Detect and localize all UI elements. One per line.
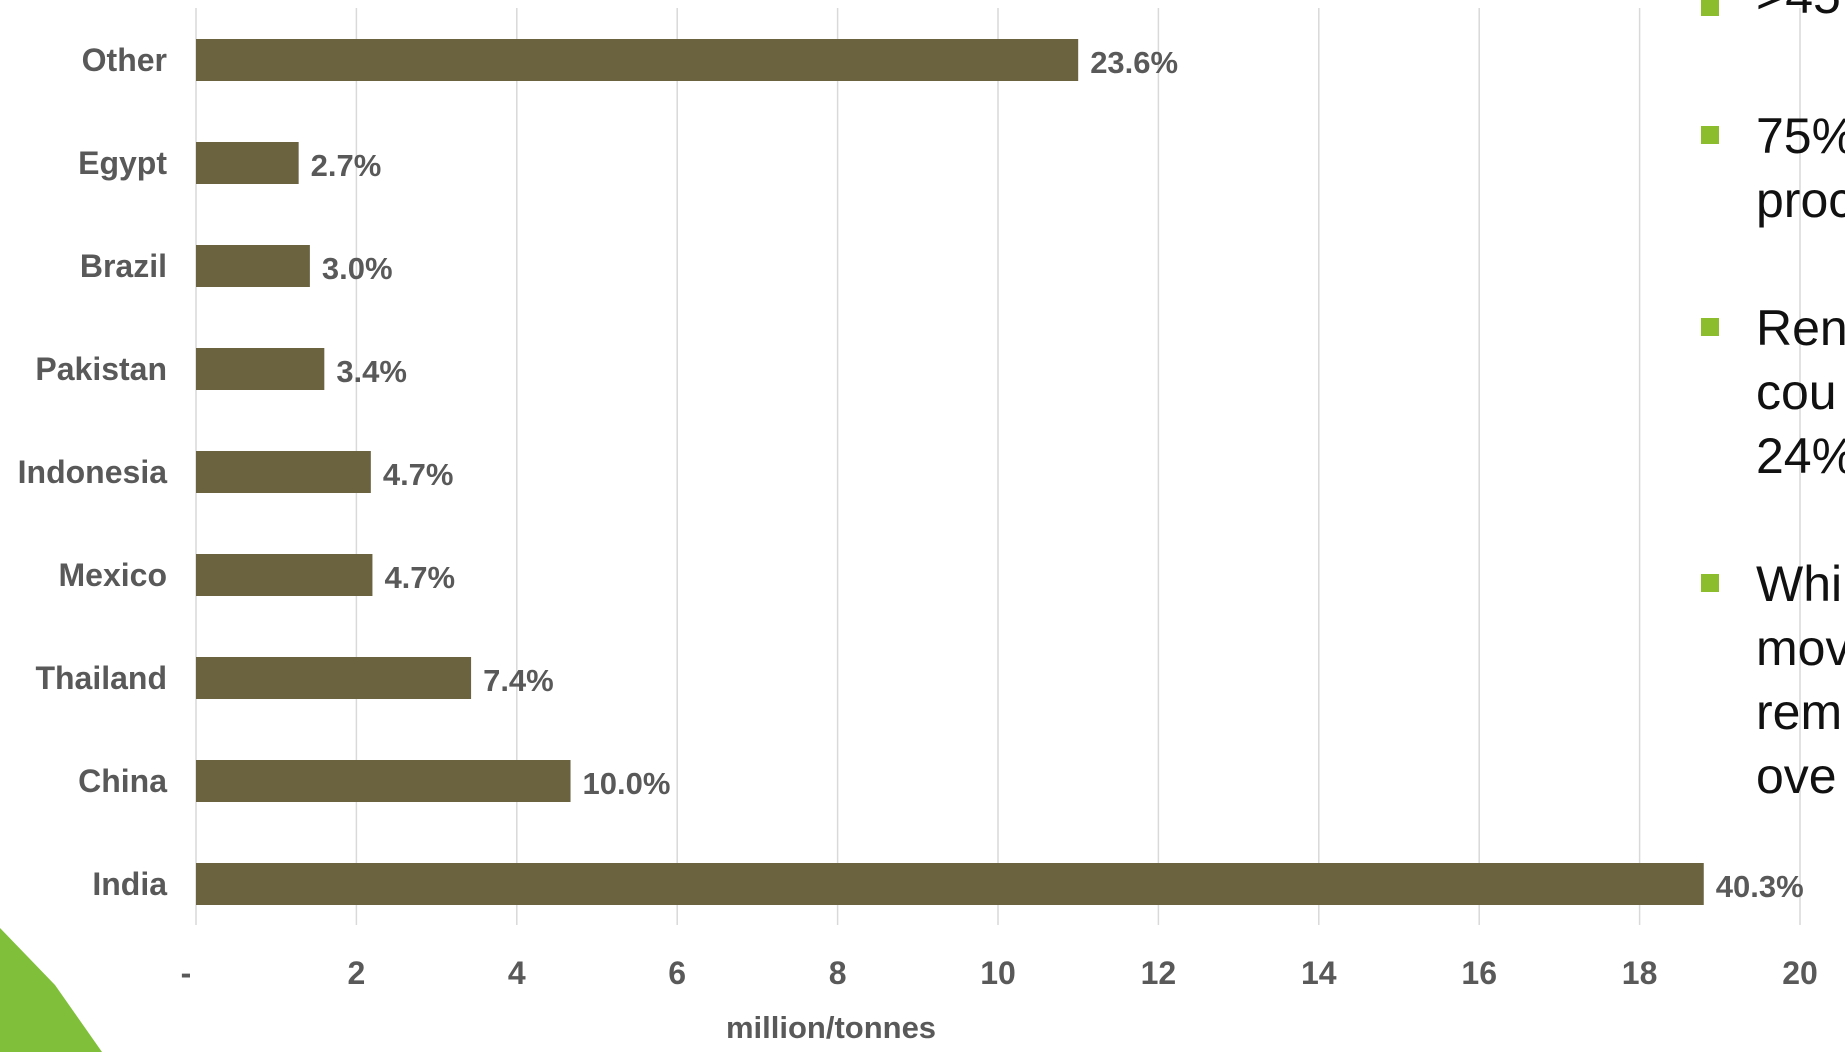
data-labels: 23.6% 2.7% 3.0% 3.4% 4.7% 4.7% 7.4% 10.0% 40.3% bbox=[311, 45, 1804, 904]
category-label: Pakistan bbox=[35, 351, 167, 387]
x-axis-title: million/tonnes bbox=[726, 1010, 936, 1045]
data-label: 3.4% bbox=[336, 354, 407, 389]
bars bbox=[196, 39, 1704, 905]
corner-decoration bbox=[0, 928, 102, 1052]
bar-india bbox=[196, 863, 1704, 905]
category-label: Mexico bbox=[59, 557, 167, 593]
x-tick-label: 2 bbox=[348, 955, 366, 991]
bullet-text: 75% proc bbox=[1756, 108, 1845, 228]
data-label: 4.7% bbox=[384, 560, 455, 595]
x-tick-label: 18 bbox=[1622, 955, 1658, 991]
x-tick-label: 8 bbox=[829, 955, 847, 991]
category-label: India bbox=[92, 866, 167, 902]
x-tick-label: - bbox=[181, 955, 192, 991]
category-label: China bbox=[78, 763, 167, 799]
x-tick-labels: - 2 4 6 8 10 12 14 16 18 20 bbox=[181, 955, 1818, 991]
category-label: Indonesia bbox=[18, 454, 168, 490]
x-tick-label: 12 bbox=[1141, 955, 1177, 991]
bar-mexico bbox=[196, 554, 373, 596]
bullet-text: Whi mov rem ove bbox=[1756, 556, 1845, 804]
x-tick-label: 6 bbox=[668, 955, 686, 991]
bullet-text: >45 bbox=[1756, 0, 1841, 28]
data-label: 23.6% bbox=[1090, 45, 1178, 80]
x-tick-label: 20 bbox=[1782, 955, 1818, 991]
bullet-text: Ren cou 24% bbox=[1756, 300, 1845, 484]
data-label: 40.3% bbox=[1716, 869, 1804, 904]
bullet-square-icon bbox=[1701, 574, 1719, 592]
bar-brazil bbox=[196, 245, 310, 287]
data-label: 3.0% bbox=[322, 251, 393, 286]
bullet-square-icon bbox=[1701, 0, 1719, 16]
data-label: 10.0% bbox=[583, 766, 671, 801]
bar-pakistan bbox=[196, 348, 325, 390]
bar-thailand bbox=[196, 657, 472, 699]
x-tick-label: 4 bbox=[508, 955, 526, 991]
bullet-square-icon bbox=[1701, 318, 1719, 336]
category-label: Other bbox=[82, 42, 167, 78]
side-bullet-list: >45 75% proc Ren cou 24% Whi mov rem ove bbox=[1690, 0, 1845, 1052]
gridlines bbox=[195, 8, 1801, 925]
x-tick-label: 10 bbox=[980, 955, 1016, 991]
x-tick-label: 16 bbox=[1461, 955, 1497, 991]
bar-egypt bbox=[196, 142, 299, 184]
data-label: 7.4% bbox=[483, 663, 554, 698]
category-label: Egypt bbox=[78, 145, 167, 181]
data-label: 4.7% bbox=[383, 457, 454, 492]
bar-other bbox=[196, 39, 1079, 81]
data-label: 2.7% bbox=[311, 148, 382, 183]
category-labels: Other Egypt Brazil Pakistan Indonesia Mexico T… bbox=[18, 42, 168, 902]
bar-china bbox=[196, 760, 571, 802]
x-tick-label: 14 bbox=[1301, 955, 1337, 991]
bullet-square-icon bbox=[1701, 126, 1719, 144]
bar-indonesia bbox=[196, 451, 371, 493]
category-label: Brazil bbox=[80, 248, 167, 284]
category-label: Thailand bbox=[35, 660, 167, 696]
